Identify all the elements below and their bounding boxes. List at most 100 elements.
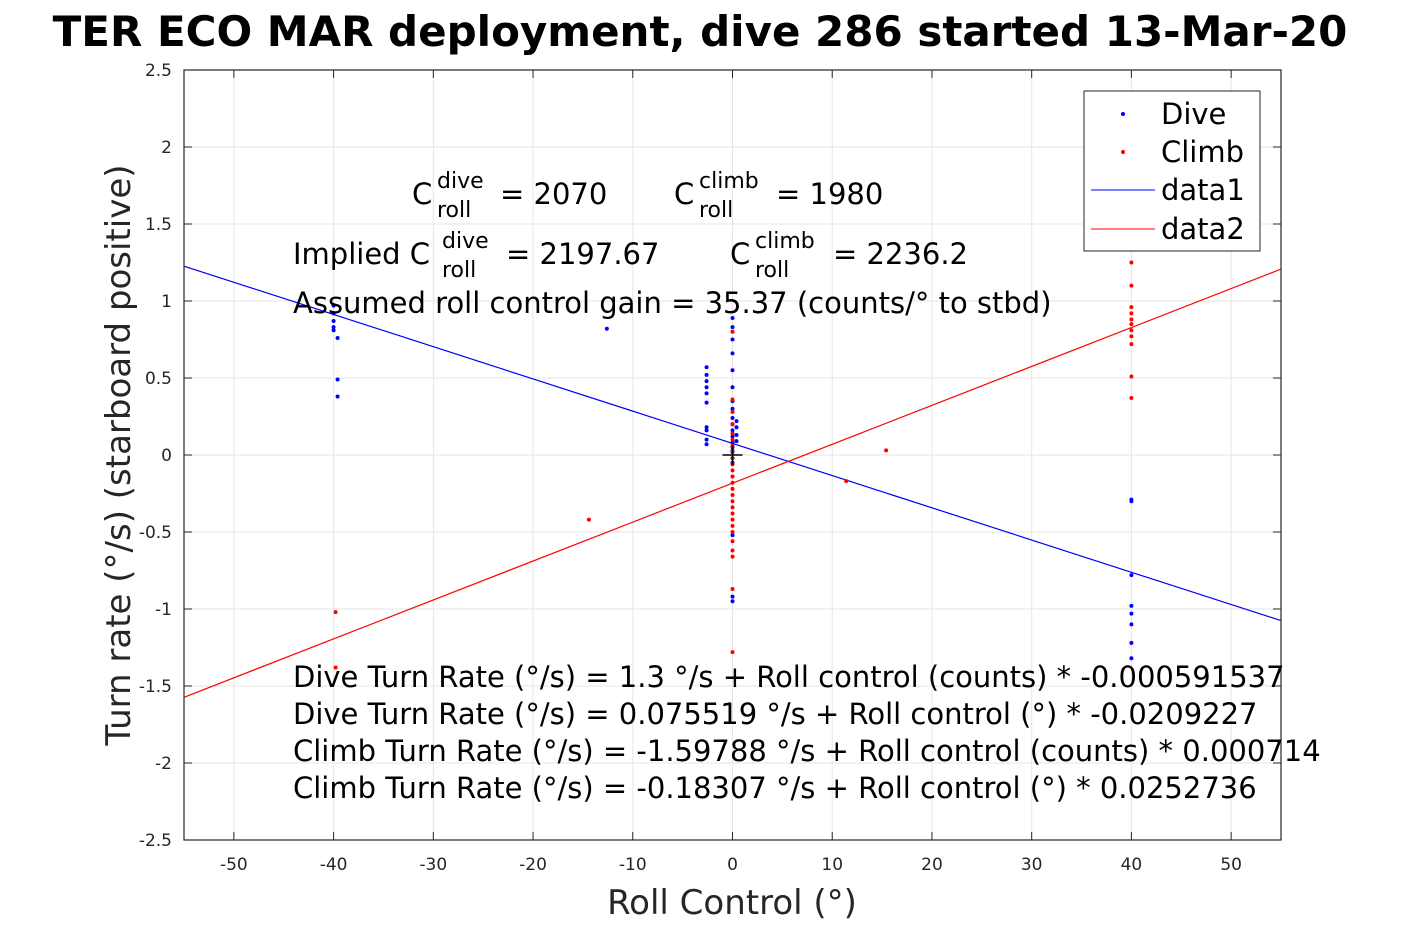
x-tick-label: 20 — [921, 855, 943, 875]
implied-climb-subscript: roll — [755, 258, 789, 283]
dive-point — [730, 337, 735, 342]
climb-point — [1129, 260, 1134, 265]
climb-point — [730, 474, 735, 479]
x-tick-label: 10 — [821, 855, 843, 875]
dive-point — [730, 325, 735, 330]
climb-point — [1129, 334, 1134, 339]
y-tick-label: -1 — [155, 600, 172, 620]
implied-dive-value: = 2197.67 — [506, 237, 659, 271]
climb-point — [730, 437, 735, 442]
climb-point — [730, 499, 735, 504]
dive-point — [704, 379, 709, 384]
dive-point — [331, 311, 336, 316]
equation-dive-counts: Dive Turn Rate (°/s) = 1.3 °/s + Roll co… — [293, 660, 1285, 694]
dive-point — [331, 328, 336, 333]
climb-point — [730, 548, 735, 553]
dive-point — [730, 599, 735, 604]
dive-point — [730, 385, 735, 390]
climb-point — [586, 517, 591, 522]
dive-point — [734, 439, 739, 444]
dive-point — [704, 391, 709, 396]
equation-climb-counts: Climb Turn Rate (°/s) = -1.59788 °/s + R… — [293, 734, 1321, 768]
dive-point — [704, 425, 709, 430]
implied-dive-superscript: dive — [442, 229, 489, 254]
dive-point — [331, 319, 336, 324]
dive-point — [604, 326, 609, 331]
climb-point — [333, 665, 338, 670]
dive-point — [335, 335, 340, 340]
y-tick-label: 1.5 — [145, 215, 172, 235]
c-climb-superscript: climb — [699, 169, 759, 194]
dive-point — [730, 428, 735, 433]
dive-point — [734, 425, 739, 430]
x-tick-label: 30 — [1021, 855, 1043, 875]
implied-climb-symbol: C — [730, 237, 750, 271]
climb-point — [730, 517, 735, 522]
climb-point — [333, 610, 338, 615]
climb-point — [730, 486, 735, 491]
origin-marker — [722, 445, 743, 465]
legend-climb-label: Climb — [1161, 135, 1244, 169]
climb-point — [730, 409, 735, 414]
c-dive-value: = 2070 — [500, 177, 607, 211]
x-axis-ticks: -50 -40 -30 -20 -10 0 10 20 30 40 50 — [220, 70, 1242, 875]
dive-point — [704, 437, 709, 442]
axes-box — [183, 69, 1282, 841]
x-tick-label: -20 — [519, 855, 547, 875]
c-dive-subscript: roll — [437, 198, 471, 223]
legend-data1-label: data1 — [1161, 173, 1245, 207]
dive-point — [331, 325, 336, 330]
dive-point — [730, 406, 735, 411]
dive-point — [704, 442, 709, 447]
dive-point — [704, 372, 709, 377]
legend-climb-marker — [1121, 150, 1125, 154]
climb-point — [884, 448, 889, 453]
dive-point — [730, 594, 735, 599]
y-tick-label: -2.5 — [139, 831, 172, 851]
y-axis-ticks: 2.5 2 1.5 1 0.5 0 -0.5 -1 -1.5 -2 -2.5 — [139, 61, 1281, 851]
climb-point — [1129, 322, 1134, 327]
climb-point — [730, 468, 735, 473]
y-axis-label: Turn rate (°/s) (starboard positive) — [99, 164, 139, 746]
regression-equations: Dive Turn Rate (°/s) = 1.3 °/s + Roll co… — [293, 660, 1321, 805]
legend-dive-marker — [1121, 112, 1125, 116]
x-tick-label: 0 — [727, 855, 738, 875]
c-climb-subscript: roll — [699, 198, 733, 223]
climb-point — [730, 397, 735, 402]
dive-point — [1129, 611, 1134, 616]
x-tick-label: 50 — [1220, 855, 1242, 875]
climb-point — [730, 554, 735, 559]
equation-climb-degrees: Climb Turn Rate (°/s) = -0.18307 °/s + R… — [293, 771, 1257, 805]
climb-point — [730, 493, 735, 498]
climb-point — [1129, 283, 1134, 288]
y-tick-label: -2 — [155, 754, 172, 774]
c-climb-value: = 1980 — [776, 177, 883, 211]
data-points — [331, 260, 1134, 670]
legend: Dive Climb data1 data2 — [1083, 90, 1261, 252]
dive-point — [734, 432, 739, 437]
dive-point — [331, 303, 336, 308]
equation-dive-degrees: Dive Turn Rate (°/s) = 0.075519 °/s + Ro… — [293, 697, 1258, 731]
climb-point — [844, 479, 849, 484]
climb-point — [730, 431, 735, 436]
dive-point — [704, 428, 709, 433]
climb-point — [730, 539, 735, 544]
legend-box — [1083, 90, 1261, 252]
climb-point — [730, 523, 735, 528]
dive-point — [1129, 603, 1134, 608]
implied-climb-superscript: climb — [755, 229, 815, 254]
x-tick-label: -50 — [220, 855, 248, 875]
dive-point — [730, 533, 735, 538]
gridlines — [184, 70, 1281, 840]
dive-point — [730, 351, 735, 356]
y-tick-label: 2.5 — [145, 61, 172, 81]
legend-data2-label: data2 — [1161, 212, 1245, 246]
dive-point — [1129, 499, 1134, 504]
y-tick-label: -1.5 — [139, 677, 172, 697]
y-tick-label: 0 — [161, 446, 172, 466]
climb-point — [1129, 342, 1134, 347]
climb-point — [730, 650, 735, 655]
climb-point — [730, 422, 735, 427]
implied-dive-subscript: roll — [442, 258, 476, 283]
